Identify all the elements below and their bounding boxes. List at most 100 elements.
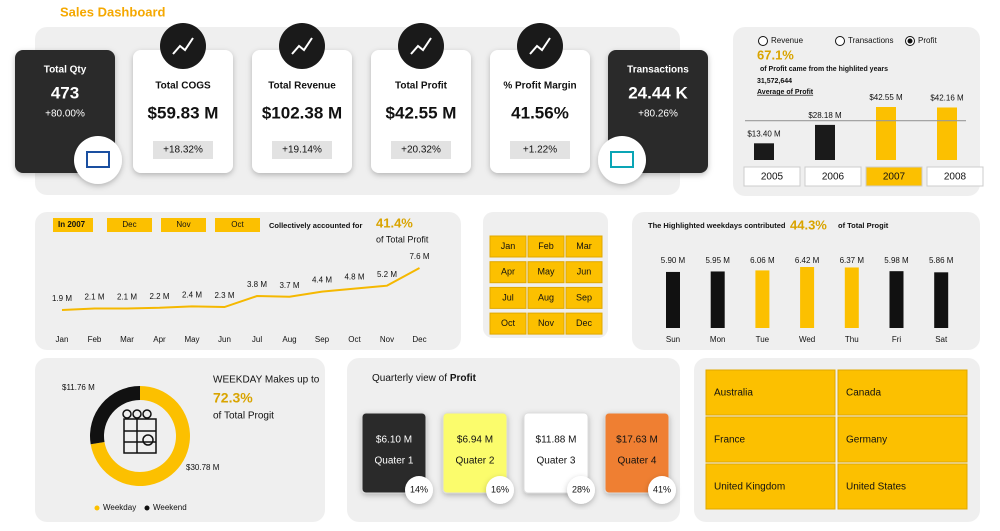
kpi-icon: [517, 23, 563, 69]
month-button[interactable]: [565, 312, 603, 335]
x-tick-label: Oct: [348, 335, 361, 344]
month-label: Jul: [502, 292, 514, 302]
quarter-card: [523, 412, 589, 494]
month-label: Feb: [538, 241, 554, 251]
year-label: 2006: [822, 172, 845, 183]
donut-segment: [90, 386, 140, 445]
filter-chip[interactable]: [107, 218, 152, 232]
x-tick-label: Mar: [120, 335, 134, 344]
quarter-value: $6.10 M: [376, 435, 412, 446]
month-button[interactable]: [527, 312, 565, 335]
slice-label: $11.76 M: [62, 383, 95, 392]
kpi-value: $42.55 M: [386, 103, 457, 122]
year-panel: [733, 27, 980, 196]
bar-value-label: $28.18 M: [808, 111, 842, 120]
year-highlight-text: of Profit came from the highlited years: [760, 66, 888, 73]
filter-label: Nov: [176, 220, 190, 229]
bar: [800, 267, 815, 328]
month-button[interactable]: [527, 286, 565, 309]
x-tick-label: Tue: [756, 335, 770, 344]
bar-value-label: 5.98 M: [884, 256, 909, 265]
filter-label: Dec: [122, 220, 136, 229]
donut-note: WEEKDAY Makes up to: [213, 375, 320, 386]
bar: [889, 271, 904, 328]
bar: [666, 271, 680, 328]
slice-label: $30.78 M: [186, 463, 220, 472]
kpi-change-box: [510, 141, 570, 159]
share-badge: [405, 476, 433, 504]
month-button[interactable]: [489, 235, 527, 258]
radio-label: Revenue: [771, 36, 804, 45]
kpi-icon-glyph: [529, 37, 551, 55]
month-label: Jan: [501, 241, 516, 251]
kpi-icon-glyph: [410, 37, 432, 55]
bar-value-label: 6.37 M: [840, 256, 865, 265]
radio-label: Profit: [918, 36, 937, 45]
quarter-panel: [347, 358, 680, 522]
kpi-icon: [598, 136, 646, 184]
quarter-value: $6.94 M: [457, 435, 493, 446]
bar: [815, 124, 835, 160]
point-label: 2.1 M: [84, 293, 104, 302]
kpi-change: +18.32%: [163, 145, 203, 156]
month-button[interactable]: [489, 261, 527, 284]
month-button[interactable]: [489, 286, 527, 309]
year-label: 2007: [883, 172, 906, 183]
filter-chip[interactable]: [53, 218, 93, 232]
quarter-title: Quarterly view of Profit: [372, 373, 477, 384]
month-button[interactable]: [565, 286, 603, 309]
year-label: 2008: [944, 172, 967, 183]
kpi-change-box: [272, 141, 332, 159]
point-label: 2.1 M: [117, 293, 137, 302]
kpi-change: +80.00%: [45, 109, 85, 120]
year-button[interactable]: [804, 166, 862, 187]
legend-label: Weekend: [153, 503, 187, 512]
country-label: Australia: [714, 388, 753, 399]
month-label: May: [537, 267, 555, 277]
month-button[interactable]: [527, 235, 565, 258]
bar: [755, 270, 770, 328]
cart-icon: [122, 409, 157, 454]
share-badge: [648, 476, 676, 504]
bar: [937, 107, 957, 160]
bar: [754, 143, 774, 160]
quarter-card: [604, 412, 670, 494]
month-label: Jun: [577, 267, 592, 277]
kpi-icon: [160, 23, 206, 69]
point-label: 5.2 M: [377, 270, 397, 279]
country-button[interactable]: [837, 416, 968, 463]
country-button[interactable]: [837, 369, 968, 416]
month-label: Sep: [576, 292, 592, 302]
weekday-highlight-text: of Total Progit: [838, 221, 889, 230]
kpi-value: 24.44 K: [628, 83, 688, 102]
share-badge: [486, 476, 514, 504]
country-button[interactable]: [837, 463, 968, 510]
filter-chip[interactable]: [161, 218, 206, 232]
weekday-highlight: 44.3%: [790, 217, 827, 232]
quarter-label: Quater 3: [537, 456, 576, 467]
quarter-label: Quater 2: [456, 456, 495, 467]
year-highlight: 67.1%: [757, 47, 794, 62]
year-button[interactable]: [926, 166, 984, 187]
country-button[interactable]: [705, 463, 836, 510]
month-button[interactable]: [489, 312, 527, 335]
reference-value: 31,572,644: [757, 78, 792, 85]
month-button[interactable]: [527, 261, 565, 284]
country-button[interactable]: [705, 369, 836, 416]
filter-chip[interactable]: [215, 218, 260, 232]
month-button[interactable]: [565, 235, 603, 258]
x-tick-label: Apr: [153, 335, 166, 344]
point-label: 7.6 M: [409, 252, 429, 261]
quarter-card: [361, 412, 427, 494]
year-button[interactable]: [865, 166, 923, 187]
quarter-value: $11.88 M: [536, 435, 577, 446]
kpi-label: Transactions: [627, 65, 689, 76]
country-button[interactable]: [705, 416, 836, 463]
quarter-share: 41%: [653, 484, 671, 494]
year-button[interactable]: [743, 166, 801, 187]
month-button[interactable]: [565, 261, 603, 284]
kpi-label: % Profit Margin: [503, 81, 576, 92]
line: [61, 267, 420, 311]
